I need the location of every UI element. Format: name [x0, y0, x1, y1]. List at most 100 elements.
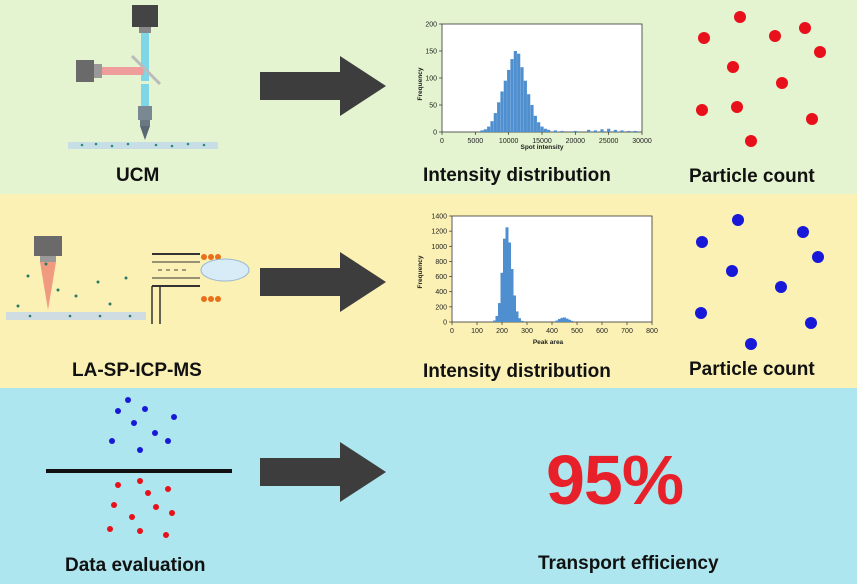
hist0-ytick-label: 200 [425, 22, 437, 29]
hist1-ytick-label: 1200 [431, 229, 447, 236]
hist0-plot-frame [441, 23, 643, 133]
hist0-bar [530, 105, 534, 132]
ucm-result-label: Intensity distribution [423, 165, 611, 186]
hist0-bar [553, 130, 557, 132]
hist0-bar [480, 130, 484, 132]
hist0-ytick-label: 150 [425, 49, 437, 56]
hist0-bar [627, 130, 631, 132]
hist0-bar [493, 113, 497, 132]
hist1-bar [568, 319, 571, 322]
transport-efficiency-value: 95% [546, 441, 684, 519]
la-sp-icp-ms-intensity-histogram: Frequency Peak area 02004006008001000120… [417, 214, 658, 347]
hist1-ytick-label: 400 [435, 289, 447, 296]
hist0-bar [547, 129, 551, 132]
hist1-ytick-label: 1000 [431, 244, 447, 251]
icp-torch-icon [151, 253, 250, 324]
hist1-bar [495, 315, 499, 322]
hist1-xtick-label: 300 [521, 328, 533, 335]
hist1-xtick-label: 400 [546, 328, 558, 335]
hist1-bar [558, 318, 561, 322]
hist0-bar [523, 80, 527, 132]
hist1-bar [493, 320, 496, 322]
laser-head-icon [34, 236, 62, 256]
hist0-xtick-label: 10000 [499, 138, 519, 145]
hist1-ytick-label: 600 [435, 274, 447, 281]
la-sp-icp-ms-illustration [6, 236, 250, 324]
hist0-bar [593, 130, 597, 132]
hist1-xtick-label: 500 [571, 328, 583, 335]
hist1-ylabel: Frequency [417, 67, 424, 100]
hist0-bar [573, 130, 577, 132]
hist0-bar [487, 126, 491, 132]
hist0-ytick-label: 0 [433, 130, 437, 137]
hist1-bar [503, 238, 506, 322]
hist0-bar [500, 91, 504, 132]
hist1-bar [518, 318, 521, 322]
data-evaluation-arrow [260, 442, 386, 502]
hist1-ytick-label: 1400 [431, 214, 447, 221]
hist1-bar [520, 320, 524, 322]
hist0-bar [520, 67, 524, 132]
laser-source-icon [76, 60, 94, 82]
hist1-bar [555, 320, 559, 322]
objective-icon [138, 106, 152, 120]
hist1-bar [508, 242, 511, 322]
hist2-xlabel: Peak area [533, 339, 564, 346]
sample-slide [68, 142, 218, 149]
hist0-bar [503, 80, 507, 132]
la-sp-icp-ms-row-band [0, 194, 857, 388]
hist0-bar [483, 129, 487, 132]
hist0-bar [633, 130, 637, 132]
la-sp-icp-ms-blue-particles [695, 214, 824, 350]
hist1-bar [560, 317, 564, 322]
hist1-xtick-label: 0 [450, 328, 454, 335]
hist1-xtick-label: 200 [496, 328, 508, 335]
hist0-xtick-label: 15000 [532, 138, 552, 145]
hist1-bar [513, 295, 516, 322]
hist0-bar [507, 69, 511, 132]
hist0-bar [513, 51, 517, 132]
hist0-xtick-label: 25000 [599, 138, 619, 145]
hist1-bar [505, 227, 509, 322]
hist0-ytick-label: 50 [429, 103, 437, 110]
hist0-bar [537, 122, 541, 132]
ucm-arrow [260, 56, 386, 116]
separator-line [46, 469, 232, 473]
hist0-bar [560, 130, 564, 132]
la-sp-icp-ms-method-label: LA-SP-ICP-MS [72, 360, 202, 381]
hist0-bar [600, 129, 604, 132]
hist0-bar [497, 102, 501, 132]
hist0-bar [620, 130, 624, 132]
hist1-xtick-label: 100 [471, 328, 483, 335]
hist1-xtick-label: 600 [596, 328, 608, 335]
la-sp-icp-ms-count-label: Particle count [689, 359, 815, 380]
sample-slide [6, 312, 146, 320]
laser-beam [102, 67, 144, 75]
laser-beam [40, 262, 56, 310]
hist1-ytick-label: 0 [443, 320, 447, 327]
hist1-plot-frame [451, 215, 653, 323]
hist0-bar [517, 53, 521, 133]
hist0-bar [533, 115, 537, 132]
hist0-ytick-label: 100 [425, 76, 437, 83]
hist0-bar [613, 129, 617, 132]
la-sp-icp-ms-result-label: Intensity distribution [423, 361, 611, 382]
data-evaluation-method-label: Data evaluation [65, 555, 206, 576]
hist1-ytick-label: 800 [435, 259, 447, 266]
hist1-bar [565, 318, 569, 322]
hist2-ylabel: Frequency [417, 255, 424, 288]
hist0-bar [490, 121, 494, 132]
hist1-bar [510, 269, 514, 322]
hist0-xtick-label: 20000 [566, 138, 586, 145]
hist1-xtick-label: 700 [621, 328, 633, 335]
hist0-xtick-label: 0 [440, 138, 444, 145]
hist1-bar [500, 272, 504, 322]
hist0-xtick-label: 5000 [468, 138, 484, 145]
hist1-xtick-label: 800 [646, 328, 658, 335]
hist1-bar [570, 320, 574, 322]
hist1-xlabel: Spot intensity [521, 144, 564, 151]
ucm-intensity-histogram: Frequency Spot intensity 0 50 100 150 200 0 50… [417, 22, 652, 152]
data-evaluation-row-band [0, 388, 857, 584]
ucm-microscope-illustration [68, 5, 218, 149]
hist0-bar [607, 128, 611, 132]
